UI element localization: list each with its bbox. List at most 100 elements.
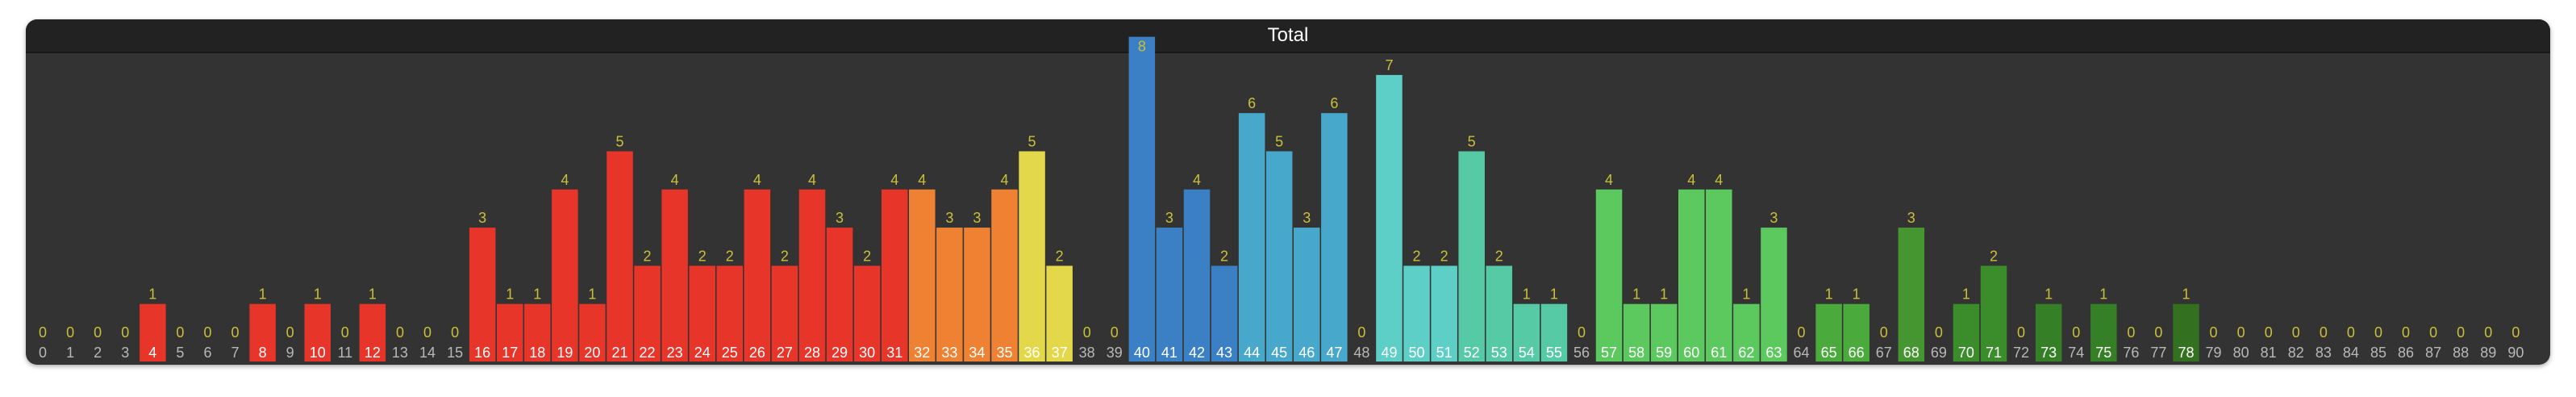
bar-68 (1898, 228, 1925, 361)
value-label-66: 1 (1853, 286, 1861, 303)
bar-50 (1403, 265, 1430, 361)
category-label-4: 4 (148, 345, 156, 361)
category-label-88: 88 (2453, 345, 2469, 361)
bar-21 (606, 151, 633, 361)
category-label-11: 11 (337, 345, 352, 361)
category-label-45: 45 (1271, 345, 1287, 361)
value-label-0: 0 (39, 324, 47, 341)
category-label-83: 83 (2315, 345, 2332, 361)
bar-19 (552, 189, 578, 361)
category-label-89: 89 (2480, 345, 2496, 361)
category-label-26: 26 (749, 345, 765, 361)
category-label-0: 0 (39, 345, 47, 361)
value-label-23: 4 (671, 172, 679, 188)
category-label-44: 44 (1244, 345, 1260, 361)
category-label-16: 16 (474, 345, 490, 361)
bar-59 (1650, 303, 1678, 361)
value-label-9: 0 (286, 324, 294, 341)
bar-23 (661, 189, 688, 361)
category-label-13: 13 (392, 345, 408, 361)
value-label-64: 0 (1798, 324, 1806, 341)
bar-24 (689, 265, 715, 361)
category-label-72: 72 (2013, 345, 2029, 361)
value-label-49: 7 (1385, 57, 1393, 73)
category-label-76: 76 (2123, 345, 2139, 361)
value-label-61: 4 (1715, 172, 1723, 188)
value-label-82: 0 (2292, 324, 2300, 341)
bar-20 (579, 303, 606, 361)
value-label-44: 6 (1248, 95, 1256, 111)
category-label-27: 27 (777, 345, 793, 361)
value-label-8: 1 (259, 286, 267, 303)
category-label-90: 90 (2507, 345, 2524, 361)
value-label-84: 0 (2347, 324, 2355, 341)
bar-17 (496, 303, 523, 361)
category-label-8: 8 (259, 345, 267, 361)
bar-32 (909, 189, 936, 361)
value-label-86: 0 (2402, 324, 2410, 341)
value-label-22: 2 (644, 248, 652, 264)
category-label-38: 38 (1079, 345, 1095, 361)
bar-54 (1513, 303, 1540, 361)
value-label-11: 0 (341, 324, 349, 341)
value-label-18: 1 (533, 286, 541, 303)
value-label-72: 0 (2017, 324, 2025, 341)
bar-53 (1486, 265, 1513, 361)
category-label-54: 54 (1519, 345, 1535, 361)
bar-31 (881, 189, 908, 361)
bar-33 (936, 228, 963, 361)
value-label-46: 3 (1303, 210, 1311, 226)
value-label-68: 3 (1907, 210, 1915, 226)
bar-30 (853, 265, 881, 361)
bar-75 (2090, 303, 2117, 361)
category-label-61: 61 (1711, 345, 1727, 361)
bar-29 (826, 228, 853, 361)
value-label-81: 0 (2265, 324, 2273, 341)
category-label-65: 65 (1821, 345, 1837, 361)
chart-panel: Total 0 0 0 1 0 2 0 3 1 4 0 5 0 6 0 7 1 8 0 9 1 10 0 11 1 12 0 13 0 1… (26, 19, 2550, 365)
value-label-57: 4 (1605, 172, 1613, 188)
category-label-77: 77 (2150, 345, 2166, 361)
value-label-55: 1 (1550, 286, 1558, 303)
value-label-7: 0 (231, 324, 240, 341)
category-label-5: 5 (176, 345, 184, 361)
category-label-48: 48 (1353, 345, 1369, 361)
value-label-80: 0 (2237, 324, 2245, 341)
category-label-41: 41 (1161, 345, 1178, 361)
bar-27 (771, 265, 798, 361)
value-label-1: 0 (66, 324, 74, 341)
value-label-67: 0 (1880, 324, 1888, 341)
bar-44 (1238, 113, 1265, 361)
category-label-70: 70 (1958, 345, 1974, 361)
bar-66 (1843, 303, 1869, 361)
bar-52 (1458, 151, 1485, 361)
value-label-31: 4 (890, 172, 898, 188)
value-label-90: 0 (2511, 324, 2520, 341)
category-label-66: 66 (1849, 345, 1865, 361)
bar-22 (634, 265, 661, 361)
value-label-85: 0 (2374, 324, 2382, 341)
category-label-56: 56 (1574, 345, 1590, 361)
value-label-32: 4 (918, 172, 926, 188)
value-label-75: 1 (2099, 286, 2107, 303)
category-label-59: 59 (1656, 345, 1672, 361)
value-label-58: 1 (1632, 286, 1640, 303)
value-label-53: 2 (1495, 248, 1503, 264)
bar-35 (991, 189, 1018, 361)
value-label-65: 1 (1825, 286, 1833, 303)
value-label-14: 0 (423, 324, 431, 341)
value-label-40: 8 (1138, 39, 1146, 55)
bar-43 (1211, 265, 1238, 361)
value-label-5: 0 (176, 324, 184, 341)
bar-12 (359, 303, 386, 361)
value-label-54: 1 (1523, 286, 1531, 303)
category-label-9: 9 (286, 345, 294, 361)
chart-title: Total (1267, 24, 1309, 46)
bar-71 (1980, 265, 2007, 361)
bar-34 (964, 228, 990, 361)
value-label-83: 0 (2320, 324, 2328, 341)
value-label-63: 3 (1769, 210, 1778, 226)
category-label-15: 15 (447, 345, 463, 361)
category-label-7: 7 (231, 345, 240, 361)
value-label-87: 0 (2429, 324, 2437, 341)
